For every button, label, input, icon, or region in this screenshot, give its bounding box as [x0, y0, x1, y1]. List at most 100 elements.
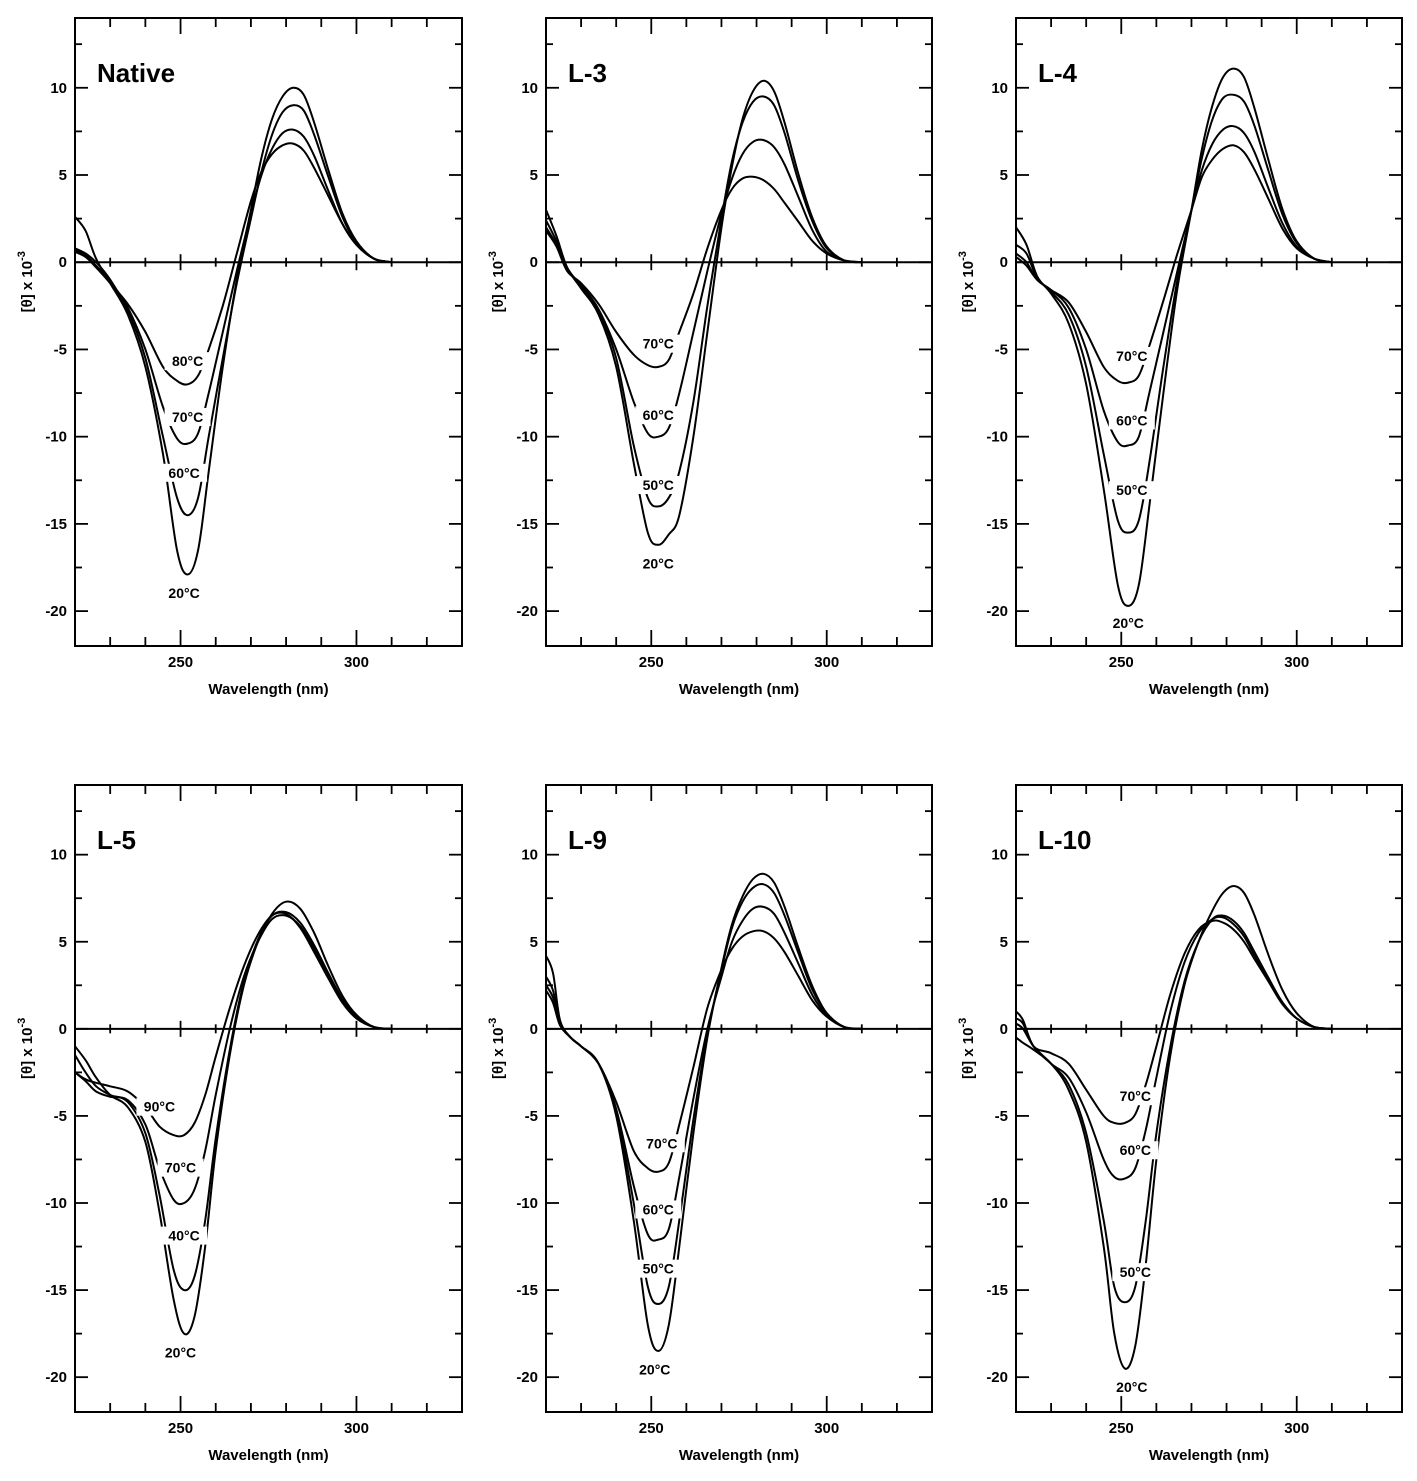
series-line-50c: [545, 95, 863, 508]
y-tick-label: -5: [54, 341, 67, 358]
panel-title: L-5: [97, 825, 136, 855]
series-line-20c: [545, 79, 863, 546]
curve-label-background: [635, 334, 682, 353]
curve-label-background: [1112, 1263, 1159, 1282]
y-tick-label: 5: [530, 934, 538, 951]
curve-label-background: [157, 1343, 204, 1362]
curve-label: 60°C: [1120, 1142, 1151, 1158]
x-axis-label: Wavelength (nm): [208, 681, 328, 698]
y-axis-label-main: [θ] x 10: [490, 261, 507, 312]
curve-label-background: [164, 407, 211, 426]
y-tick-label: 5: [59, 167, 67, 184]
series-line-60c: [1015, 915, 1333, 1181]
cd-panel-1: 250 300 10 5 0 -5 -10 -15 -20 [θ] x 10-3 Wavelengt…: [16, 17, 463, 698]
curve-label: 40°C: [168, 1228, 199, 1244]
cd-panel-2: 250 300 10 5 0 -5 -10 -15 -20 [θ] x 10-3 Wavelengt…: [487, 17, 933, 698]
x-tick-label: 300: [1284, 1420, 1309, 1437]
y-tick-label: -5: [995, 341, 1008, 358]
series-line-50c: [1015, 914, 1333, 1304]
x-axis-label: Wavelength (nm): [1149, 681, 1269, 698]
curve-label-background: [635, 554, 682, 573]
y-tick-label: 5: [1000, 934, 1008, 951]
x-tick-label: 300: [814, 1420, 839, 1437]
y-axis-label-exponent: -3: [487, 1018, 499, 1028]
series-line-20c: [74, 900, 393, 1336]
curve-label-background: [1112, 1087, 1159, 1106]
y-axis-label: [θ] x 10-3: [957, 251, 977, 312]
y-tick-label: -20: [45, 1369, 67, 1386]
y-axis-label: [θ] x 10-3: [487, 1018, 507, 1079]
y-tick-label: -20: [986, 603, 1008, 620]
series-line-70c: [1015, 919, 1333, 1125]
x-tick-label: 250: [639, 654, 664, 671]
curve-label: 50°C: [1116, 482, 1147, 498]
y-tick-label: 10: [991, 847, 1008, 864]
x-tick-label: 250: [1109, 1420, 1134, 1437]
curve-label: 70°C: [1116, 348, 1147, 364]
curve-label-background: [164, 352, 211, 371]
curve-label-background: [1112, 1141, 1159, 1160]
x-axis-label: Wavelength (nm): [679, 681, 799, 698]
curve-label: 90°C: [144, 1099, 175, 1115]
curve-label: 70°C: [646, 1135, 677, 1151]
y-tick-label: -20: [986, 1369, 1008, 1386]
y-tick-label: 10: [521, 847, 538, 864]
y-axis-label-main: [θ] x 10: [19, 261, 36, 312]
y-tick-label: -5: [525, 1108, 538, 1125]
curve-label-background: [1108, 346, 1155, 365]
series-line-50c: [1015, 93, 1333, 534]
series-line-20c: [1015, 885, 1333, 1370]
y-tick-label: 0: [1000, 254, 1008, 271]
y-tick-label: 0: [59, 1021, 67, 1038]
curve-label: 20°C: [639, 1362, 670, 1378]
curve-label-background: [161, 463, 208, 482]
y-tick-label: -20: [45, 603, 67, 620]
y-tick-label: -15: [45, 516, 67, 533]
series-line-20c: [1015, 67, 1333, 607]
curve-label-background: [161, 1226, 208, 1245]
series-line-70c: [74, 914, 393, 1206]
y-tick-label: 0: [59, 254, 67, 271]
y-axis-label: [θ] x 10-3: [16, 251, 36, 312]
y-tick-label: -15: [516, 516, 538, 533]
y-tick-label: -10: [516, 429, 538, 446]
curve-label: 50°C: [643, 1261, 674, 1277]
x-tick-label: 300: [344, 654, 369, 671]
series-line-20c: [545, 872, 863, 1352]
curve-label-background: [1108, 1378, 1155, 1397]
x-tick-label: 250: [1109, 654, 1134, 671]
y-tick-label: -5: [995, 1108, 1008, 1125]
series-line-70c: [545, 175, 863, 369]
y-axis-label-exponent: -3: [957, 1018, 969, 1028]
x-tick-label: 300: [1284, 654, 1309, 671]
y-tick-label: -15: [516, 1282, 538, 1299]
panel-title: Native: [97, 58, 175, 88]
y-axis-label: [θ] x 10-3: [487, 251, 507, 312]
y-tick-label: -20: [516, 1369, 538, 1386]
panel-title: L-4: [1038, 58, 1078, 88]
plot-frame: [74, 17, 463, 647]
y-tick-label: 10: [521, 80, 538, 97]
curve-label: 20°C: [643, 556, 674, 572]
curve-label: 70°C: [1120, 1088, 1151, 1104]
y-tick-label: 0: [530, 254, 538, 271]
y-tick-label: -5: [54, 1108, 67, 1125]
y-axis-label: [θ] x 10-3: [957, 1018, 977, 1079]
y-tick-label: 10: [50, 847, 67, 864]
curve-label: 20°C: [1116, 1379, 1147, 1395]
curve-label-background: [638, 1134, 685, 1153]
curve-label: 70°C: [165, 1160, 196, 1176]
curve-label: 70°C: [643, 336, 674, 352]
curve-label-background: [136, 1097, 183, 1116]
series-line-60c: [545, 138, 863, 439]
y-tick-label: 0: [530, 1021, 538, 1038]
y-axis-label-main: [θ] x 10: [960, 1027, 977, 1078]
curve-label: 50°C: [643, 477, 674, 493]
x-tick-label: 250: [168, 654, 193, 671]
y-tick-label: -20: [516, 603, 538, 620]
y-axis-label-exponent: -3: [487, 251, 499, 261]
series-line-80c: [74, 142, 393, 386]
y-tick-label: -5: [525, 341, 538, 358]
panel-title: L-3: [568, 58, 607, 88]
y-tick-label: 5: [530, 167, 538, 184]
